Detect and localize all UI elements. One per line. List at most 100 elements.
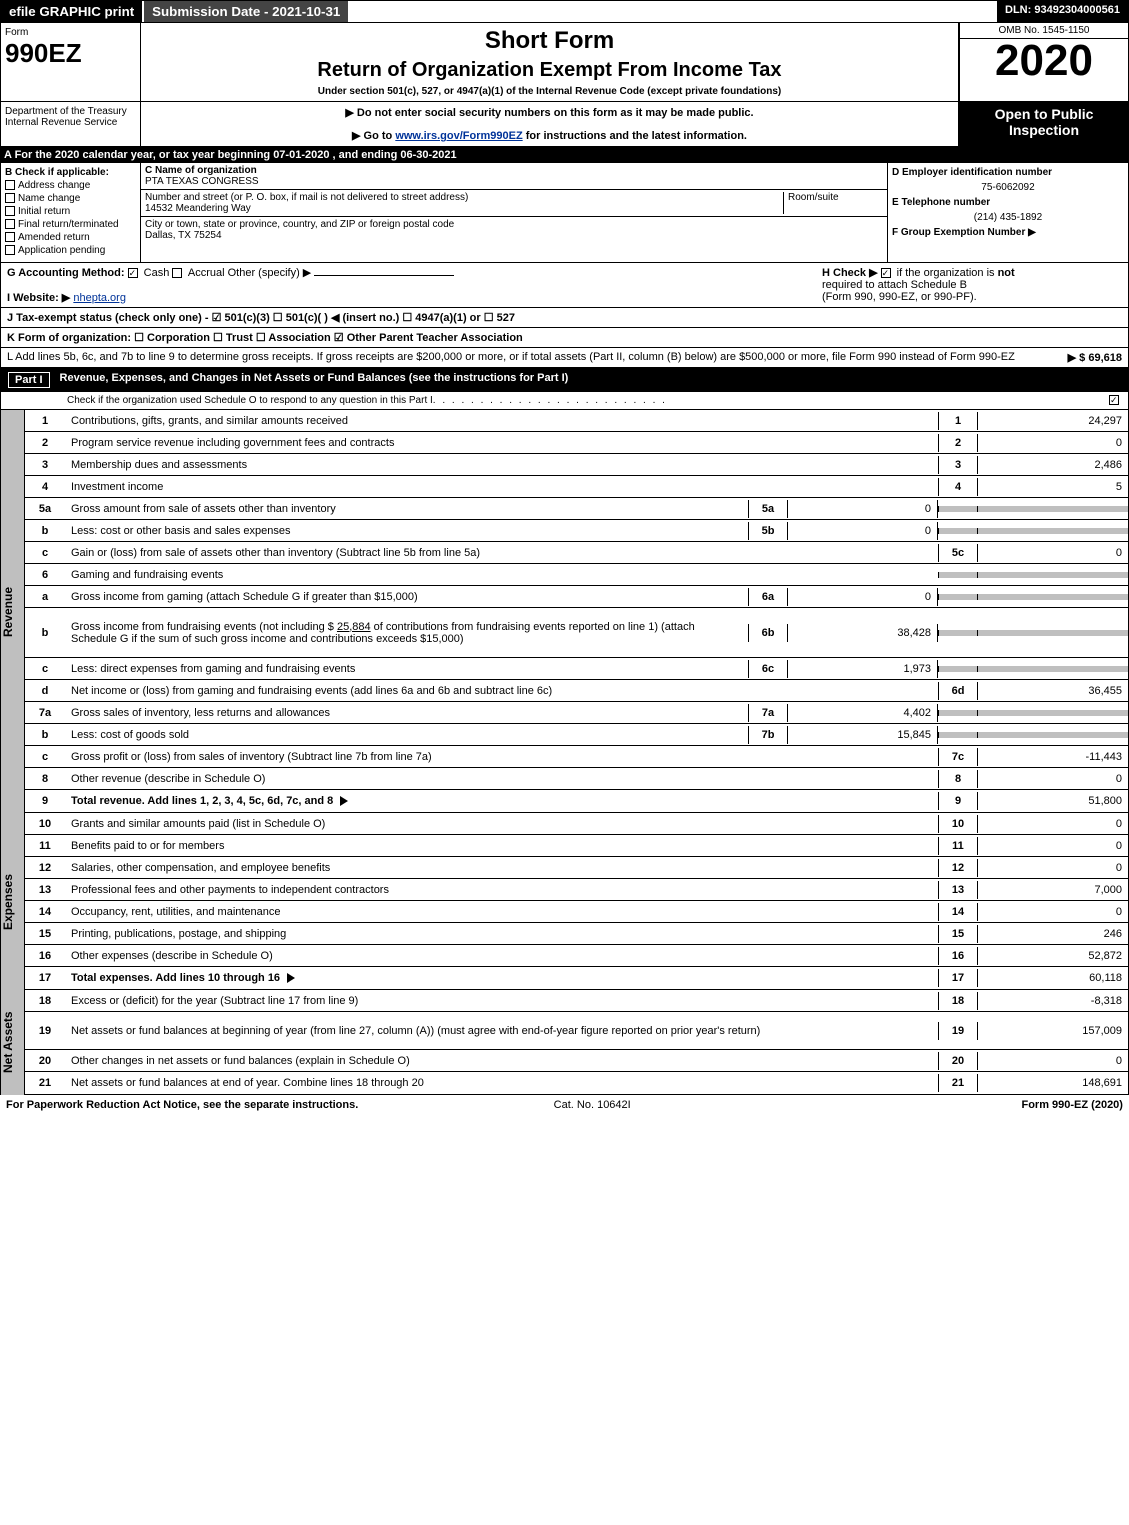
expenses-side-label: Expenses bbox=[0, 813, 24, 990]
line-7a: 7aGross sales of inventory, less returns… bbox=[25, 702, 1128, 724]
triangle-icon bbox=[340, 796, 348, 806]
section-c: C Name of organization PTA TEXAS CONGRES… bbox=[141, 163, 888, 262]
triangle-icon bbox=[287, 973, 295, 983]
line-14: 14Occupancy, rent, utilities, and mainte… bbox=[25, 901, 1128, 923]
topbar-left: efile GRAPHIC print Submission Date - 20… bbox=[1, 1, 348, 22]
line-21: 21Net assets or fund balances at end of … bbox=[25, 1072, 1128, 1094]
dept-row: Department of the Treasury Internal Reve… bbox=[0, 102, 1129, 147]
check-initial-return[interactable]: Initial return bbox=[5, 206, 136, 217]
section-def: D Employer identification number 75-6062… bbox=[888, 163, 1128, 262]
line-4: 4Investment income 45 bbox=[25, 476, 1128, 498]
section-g: G Accounting Method: Cash Accrual Other … bbox=[7, 266, 822, 304]
line-5c: cGain or (loss) from sale of assets othe… bbox=[25, 542, 1128, 564]
room-label: Room/suite bbox=[783, 192, 883, 214]
check-application-pending[interactable]: Application pending bbox=[5, 245, 136, 256]
line-18: 18Excess or (deficit) for the year (Subt… bbox=[25, 990, 1128, 1012]
info-grid: B Check if applicable: Address change Na… bbox=[0, 163, 1129, 263]
line-3: 3Membership dues and assessments 32,486 bbox=[25, 454, 1128, 476]
ein-label: D Employer identification number bbox=[892, 167, 1124, 178]
phone-label: E Telephone number bbox=[892, 197, 1124, 208]
check-cash[interactable] bbox=[128, 268, 138, 278]
tax-year: 2020 bbox=[960, 39, 1128, 83]
page-footer: For Paperwork Reduction Act Notice, see … bbox=[0, 1095, 1129, 1115]
section-h: H Check ▶ if the organization is not req… bbox=[822, 266, 1122, 303]
check-address-change[interactable]: Address change bbox=[5, 180, 136, 191]
street-label: Number and street (or P. O. box, if mail… bbox=[145, 192, 783, 203]
under-section: Under section 501(c), 527, or 4947(a)(1)… bbox=[151, 86, 948, 97]
line-10: 10Grants and similar amounts paid (list … bbox=[25, 813, 1128, 835]
dept-treasury: Department of the Treasury Internal Reve… bbox=[1, 102, 141, 146]
website-link[interactable]: nhepta.org bbox=[73, 292, 126, 304]
line-8: 8Other revenue (describe in Schedule O) … bbox=[25, 768, 1128, 790]
form-of-organization: K Form of organization: ☐ Corporation ☐ … bbox=[7, 331, 523, 344]
line-20: 20Other changes in net assets or fund ba… bbox=[25, 1050, 1128, 1072]
submission-date-button[interactable]: Submission Date - 2021-10-31 bbox=[144, 1, 348, 22]
form-header: Form 990EZ Short Form Return of Organiza… bbox=[0, 23, 1129, 102]
section-b: B Check if applicable: Address change Na… bbox=[1, 163, 141, 262]
org-name-row: C Name of organization PTA TEXAS CONGRES… bbox=[141, 163, 887, 190]
line-11: 11Benefits paid to or for members 110 bbox=[25, 835, 1128, 857]
line-15: 15Printing, publications, postage, and s… bbox=[25, 923, 1128, 945]
ein-value: 75-6062092 bbox=[892, 182, 1124, 193]
line-12: 12Salaries, other compensation, and empl… bbox=[25, 857, 1128, 879]
irs-link[interactable]: www.irs.gov/Form990EZ bbox=[395, 130, 522, 142]
form-title-box: Short Form Return of Organization Exempt… bbox=[141, 23, 958, 101]
check-final-return[interactable]: Final return/terminated bbox=[5, 219, 136, 230]
form-number: 990EZ bbox=[5, 38, 136, 69]
check-amended-return[interactable]: Amended return bbox=[5, 232, 136, 243]
inspection-box: Open to Public Inspection bbox=[958, 102, 1128, 146]
accounting-label: G Accounting Method: bbox=[7, 267, 125, 279]
check-schedule-o[interactable] bbox=[1109, 395, 1119, 405]
line-6a: aGross income from gaming (attach Schedu… bbox=[25, 586, 1128, 608]
return-title: Return of Organization Exempt From Incom… bbox=[151, 59, 948, 82]
section-a-taxyear: A For the 2020 calendar year, or tax yea… bbox=[0, 147, 1129, 163]
dept-warnings: ▶ Do not enter social security numbers o… bbox=[141, 102, 958, 146]
tax-exempt-status: J Tax-exempt status (check only one) - ☑… bbox=[7, 311, 515, 324]
city-row: City or town, state or province, country… bbox=[141, 217, 887, 243]
netassets-section: Net Assets 18Excess or (deficit) for the… bbox=[0, 990, 1129, 1095]
street-value: 14532 Meandering Way bbox=[145, 203, 783, 214]
warning-goto: ▶ Go to www.irs.gov/Form990EZ for instru… bbox=[145, 129, 954, 142]
group-exemption-label: F Group Exemption Number ▶ bbox=[892, 227, 1124, 238]
expenses-section: Expenses 10Grants and similar amounts pa… bbox=[0, 813, 1129, 990]
line-1: 1Contributions, gifts, grants, and simil… bbox=[25, 410, 1128, 432]
line-9: 9Total revenue. Add lines 1, 2, 3, 4, 5c… bbox=[25, 790, 1128, 812]
footer-catno: Cat. No. 10642I bbox=[554, 1099, 631, 1111]
line-7c: cGross profit or (loss) from sales of in… bbox=[25, 746, 1128, 768]
revenue-section: Revenue 1Contributions, gifts, grants, a… bbox=[0, 410, 1129, 813]
line-7b: bLess: cost of goods sold 7b15,845 bbox=[25, 724, 1128, 746]
short-form-label: Short Form bbox=[151, 27, 948, 55]
top-bar: efile GRAPHIC print Submission Date - 20… bbox=[0, 0, 1129, 23]
footer-formid: Form 990-EZ (2020) bbox=[1021, 1099, 1122, 1111]
line-5b: bLess: cost or other basis and sales exp… bbox=[25, 520, 1128, 542]
line-16: 16Other expenses (describe in Schedule O… bbox=[25, 945, 1128, 967]
line-6c: cLess: direct expenses from gaming and f… bbox=[25, 658, 1128, 680]
part1-check-o: Check if the organization used Schedule … bbox=[0, 392, 1129, 410]
section-gh: G Accounting Method: Cash Accrual Other … bbox=[0, 263, 1129, 308]
line-6d: dNet income or (loss) from gaming and fu… bbox=[25, 680, 1128, 702]
check-name-change[interactable]: Name change bbox=[5, 193, 136, 204]
form-id-box: Form 990EZ bbox=[1, 23, 141, 101]
netassets-side-label: Net Assets bbox=[0, 990, 24, 1095]
check-accrual[interactable] bbox=[172, 268, 182, 278]
city-label: City or town, state or province, country… bbox=[145, 219, 883, 230]
org-name-label: C Name of organization bbox=[145, 165, 883, 176]
form-label: Form bbox=[5, 27, 136, 38]
part1-title: Revenue, Expenses, and Changes in Net As… bbox=[60, 372, 569, 388]
city-value: Dallas, TX 75254 bbox=[145, 230, 883, 241]
part1-label: Part I bbox=[8, 372, 50, 388]
section-k: K Form of organization: ☐ Corporation ☐ … bbox=[0, 328, 1129, 348]
line-2: 2Program service revenue including gover… bbox=[25, 432, 1128, 454]
warning-ssn: ▶ Do not enter social security numbers o… bbox=[145, 106, 954, 119]
line-6: 6Gaming and fundraising events bbox=[25, 564, 1128, 586]
efile-print-button[interactable]: efile GRAPHIC print bbox=[1, 1, 142, 22]
revenue-side-label: Revenue bbox=[0, 410, 24, 813]
section-j: J Tax-exempt status (check only one) - ☑… bbox=[0, 308, 1129, 328]
footer-paperwork: For Paperwork Reduction Act Notice, see … bbox=[6, 1099, 358, 1111]
org-name: PTA TEXAS CONGRESS bbox=[145, 176, 883, 187]
check-schedule-b[interactable] bbox=[881, 268, 891, 278]
website-label: I Website: ▶ bbox=[7, 292, 70, 304]
street-row: Number and street (or P. O. box, if mail… bbox=[141, 190, 887, 217]
line-19: 19Net assets or fund balances at beginni… bbox=[25, 1012, 1128, 1050]
line-5a: 5aGross amount from sale of assets other… bbox=[25, 498, 1128, 520]
